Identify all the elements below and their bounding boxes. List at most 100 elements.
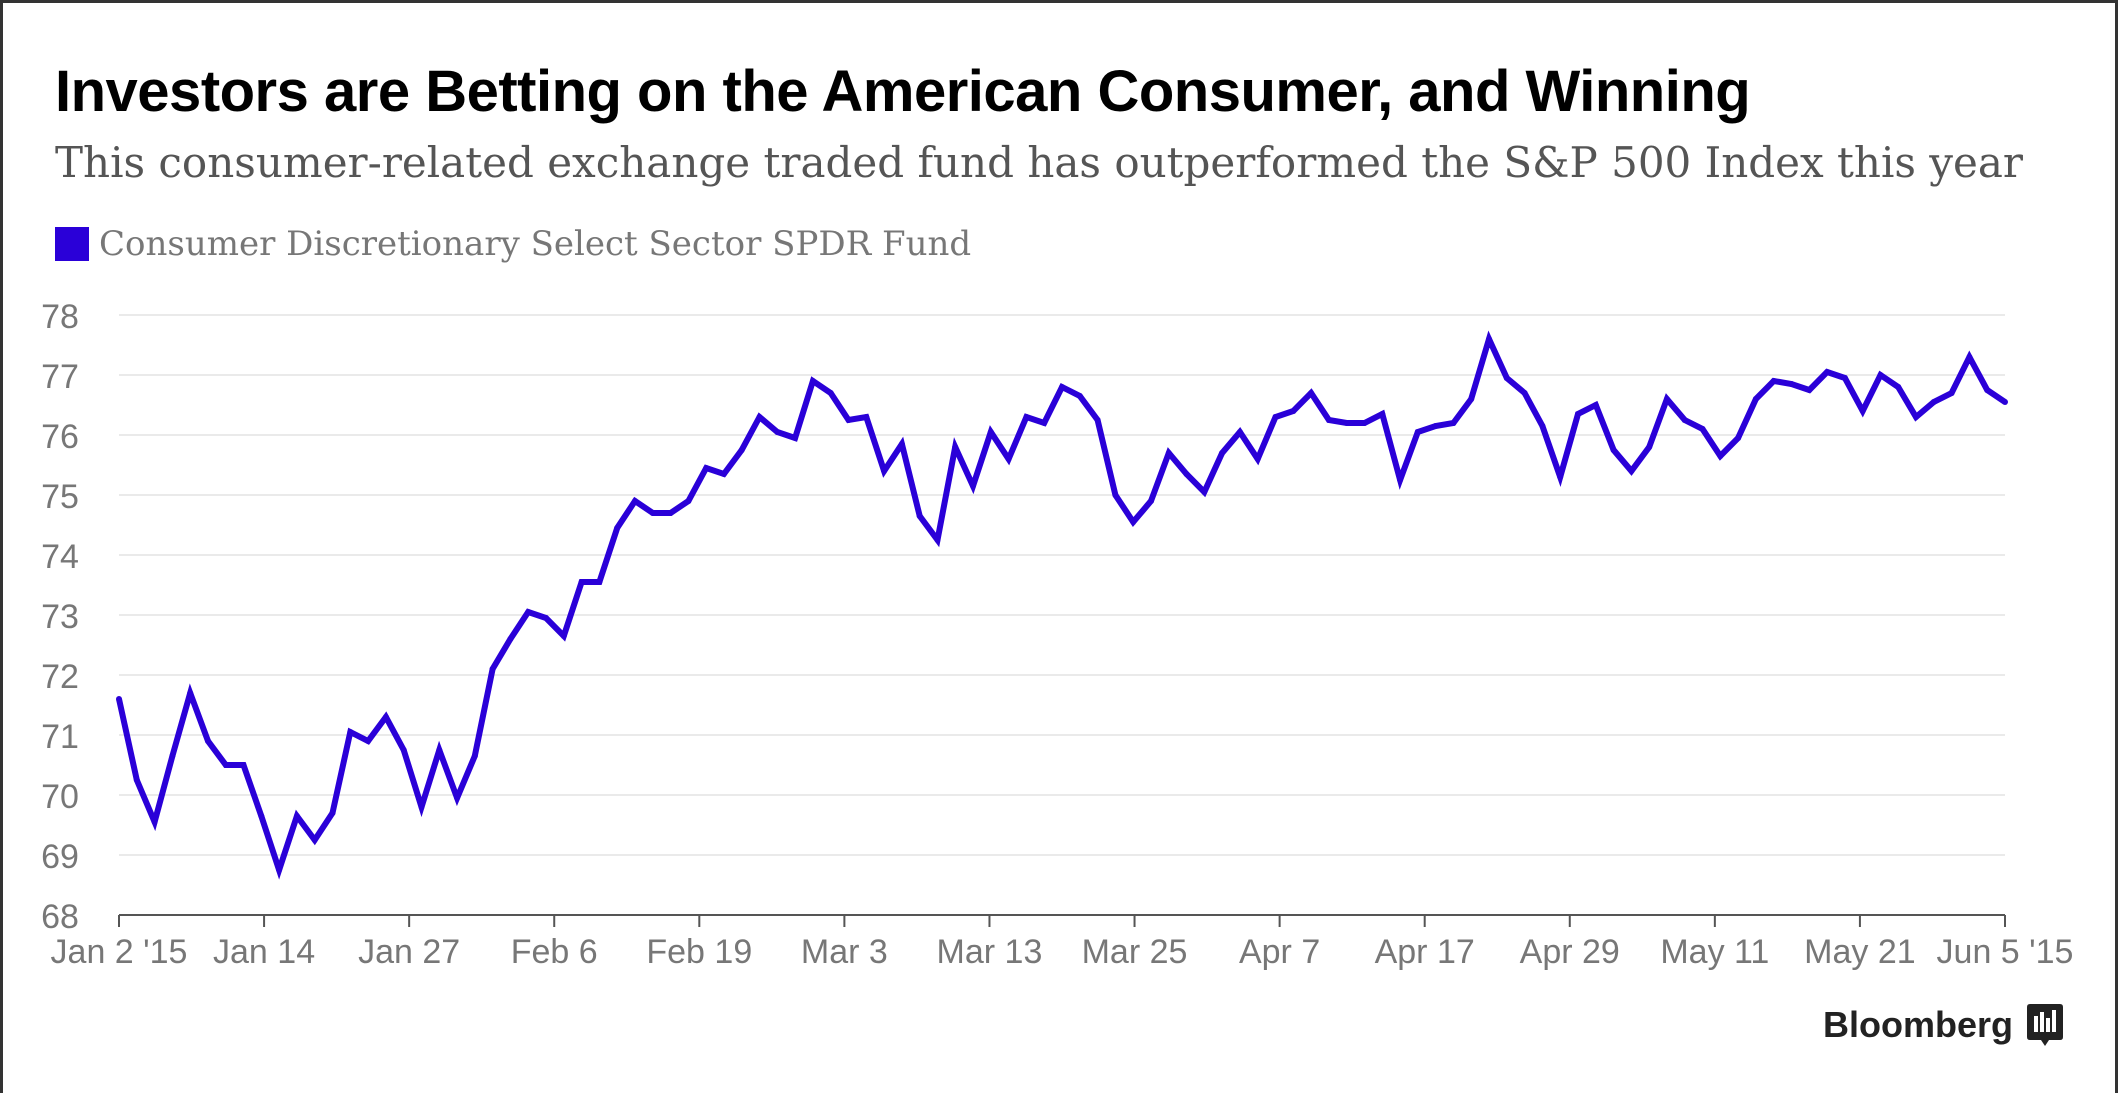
data-point <box>382 714 389 720</box>
data-point <box>632 498 638 504</box>
x-tick-label: Mar 13 <box>937 933 1043 971</box>
y-tick-label: 70 <box>41 778 79 816</box>
x-tick-label: Jan 2 '15 <box>51 933 188 971</box>
data-point <box>133 777 140 783</box>
data-point <box>436 747 443 753</box>
data-point <box>1503 375 1510 381</box>
data-point <box>1361 420 1368 426</box>
x-tick-label: May 21 <box>1804 933 1916 971</box>
data-point <box>1895 384 1902 390</box>
data-point <box>1735 435 1742 441</box>
data-point <box>1877 372 1884 378</box>
legend-swatch <box>55 227 89 261</box>
data-point <box>685 498 692 504</box>
data-point <box>1005 456 1012 462</box>
x-tick-label: Jan 14 <box>213 933 315 971</box>
data-point <box>845 417 852 423</box>
x-tick-label: May 11 <box>1660 933 1769 971</box>
data-point <box>1112 492 1119 498</box>
brand: Bloomberg <box>1823 1004 2063 1046</box>
data-point <box>1201 489 1208 495</box>
data-point <box>827 390 834 396</box>
y-tick-label: 76 <box>41 418 79 456</box>
data-point <box>1859 408 1866 414</box>
data-point <box>1148 498 1154 504</box>
x-tick-label: Apr 17 <box>1375 933 1475 971</box>
data-point <box>1094 417 1101 423</box>
x-tick-label: Apr 29 <box>1520 933 1620 971</box>
data-point <box>1041 420 1048 426</box>
data-point <box>1610 447 1617 453</box>
data-point <box>1788 381 1795 387</box>
data-point <box>1272 414 1279 420</box>
data-point <box>454 795 461 801</box>
data-point <box>1628 468 1635 474</box>
data-point <box>1699 426 1706 432</box>
x-tick-label: Apr 7 <box>1239 933 1320 971</box>
data-point <box>1130 519 1137 525</box>
data-point <box>2002 399 2008 405</box>
data-point <box>258 813 265 819</box>
data-point <box>1841 375 1848 381</box>
data-point <box>116 696 122 702</box>
data-point <box>987 429 994 435</box>
data-point <box>205 738 211 744</box>
data-point <box>293 813 300 819</box>
data-point <box>1325 417 1332 423</box>
data-point <box>1290 408 1297 414</box>
data-point <box>400 747 407 753</box>
data-point <box>1681 417 1688 423</box>
data-point <box>952 444 959 450</box>
data-point <box>1432 423 1439 429</box>
data-point <box>970 483 976 489</box>
data-point <box>1663 396 1670 402</box>
y-tick-label: 68 <box>41 898 79 936</box>
data-point <box>151 819 158 825</box>
legend-label: Consumer Discretionary Select Sector SPD… <box>99 224 972 264</box>
brand-name: Bloomberg <box>1822 1004 2013 1045</box>
data-point <box>1397 477 1404 483</box>
chart-subtitle: This consumer-related exchange traded fu… <box>55 138 2023 187</box>
y-tick-label: 73 <box>41 598 79 636</box>
data-point <box>792 435 799 441</box>
data-point <box>649 510 656 516</box>
x-tick-label: Jan 27 <box>358 933 460 971</box>
data-point <box>1646 444 1653 450</box>
data-point <box>667 510 674 516</box>
data-point <box>1468 396 1475 402</box>
data-point <box>1308 390 1315 396</box>
data-point <box>1557 474 1564 480</box>
data-point <box>614 525 621 531</box>
data-point <box>329 810 336 816</box>
data-point <box>507 636 514 642</box>
data-point <box>703 465 710 471</box>
legend: Consumer Discretionary Select Sector SPD… <box>55 224 971 264</box>
data-point <box>863 414 870 420</box>
y-tick-label: 78 <box>41 298 79 336</box>
data-point <box>809 378 816 384</box>
data-point <box>1486 336 1492 342</box>
data-point <box>1236 429 1243 435</box>
data-point <box>596 579 603 585</box>
data-point <box>1913 414 1919 420</box>
data-point <box>1948 390 1955 396</box>
data-point <box>1521 390 1528 396</box>
data-point <box>1219 450 1226 456</box>
y-tick-label: 71 <box>41 718 79 756</box>
data-point <box>525 609 532 615</box>
data-point <box>1165 450 1172 456</box>
data-point <box>1343 420 1350 426</box>
data-point <box>169 753 176 759</box>
data-point <box>1414 429 1421 435</box>
y-tick-label: 72 <box>41 658 79 696</box>
data-point <box>1984 387 1991 393</box>
data-point <box>1379 411 1386 417</box>
data-point <box>756 414 763 420</box>
data-point <box>1023 414 1030 420</box>
data-point <box>240 762 247 768</box>
data-point <box>1752 396 1759 402</box>
data-point <box>1076 393 1083 399</box>
chart-title: Investors are Betting on the American Co… <box>55 59 1751 124</box>
